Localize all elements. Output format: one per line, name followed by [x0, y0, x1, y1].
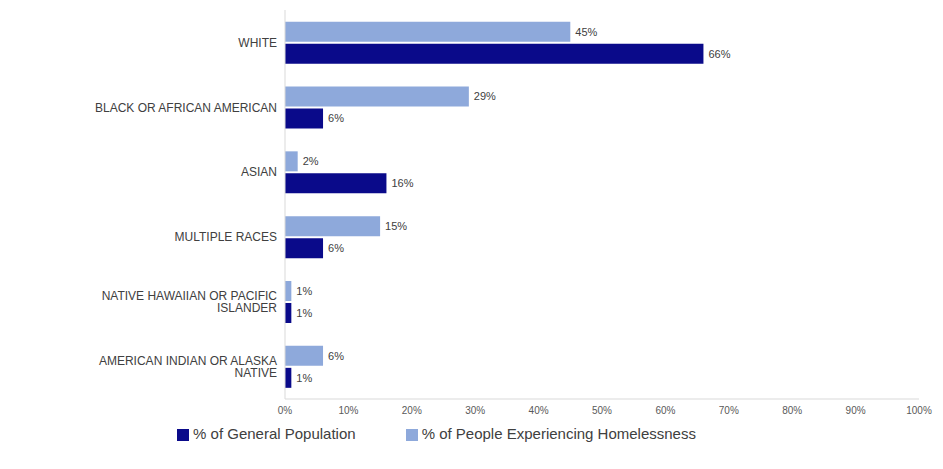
- svg-text:66%: 66%: [708, 48, 730, 60]
- svg-text:WHITE: WHITE: [238, 36, 277, 50]
- svg-text:0%: 0%: [278, 405, 293, 416]
- svg-text:29%: 29%: [474, 90, 496, 102]
- svg-text:70%: 70%: [719, 405, 739, 416]
- svg-text:MULTIPLE RACES: MULTIPLE RACES: [175, 230, 277, 244]
- svg-text:NATIVE HAWAIIAN OR PACIFICISLA: NATIVE HAWAIIAN OR PACIFICISLANDER: [102, 289, 278, 315]
- svg-text:ASIAN: ASIAN: [241, 165, 277, 179]
- svg-text:80%: 80%: [782, 405, 802, 416]
- svg-text:6%: 6%: [328, 350, 344, 362]
- html-text:% of People Experiencing Homel: % of People Experiencing Homelessness: [421, 425, 696, 442]
- html-text:% of General Population: % of General Population: [193, 425, 356, 442]
- svg-text:45%: 45%: [575, 26, 597, 38]
- svg-text:1%: 1%: [296, 285, 312, 297]
- svg-text:2%: 2%: [303, 155, 319, 167]
- svg-text:10%: 10%: [338, 405, 358, 416]
- svg-text:60%: 60%: [655, 405, 675, 416]
- svg-text:30%: 30%: [465, 405, 485, 416]
- svg-text:100%: 100%: [906, 405, 932, 416]
- svg-text:1%: 1%: [296, 372, 312, 384]
- svg-text:6%: 6%: [328, 112, 344, 124]
- svg-text:6%: 6%: [328, 242, 344, 254]
- svg-text:AMERICAN INDIAN OR ALASKANATIV: AMERICAN INDIAN OR ALASKANATIVE: [99, 354, 277, 380]
- svg-text:16%: 16%: [391, 177, 413, 189]
- svg-text:20%: 20%: [402, 405, 422, 416]
- svg-text:1%: 1%: [296, 307, 312, 319]
- svg-text:50%: 50%: [592, 405, 612, 416]
- svg-text:40%: 40%: [529, 405, 549, 416]
- svg-text:15%: 15%: [385, 220, 407, 232]
- svg-text:90%: 90%: [846, 405, 866, 416]
- svg-text:BLACK OR AFRICAN AMERICAN: BLACK OR AFRICAN AMERICAN: [95, 101, 277, 115]
